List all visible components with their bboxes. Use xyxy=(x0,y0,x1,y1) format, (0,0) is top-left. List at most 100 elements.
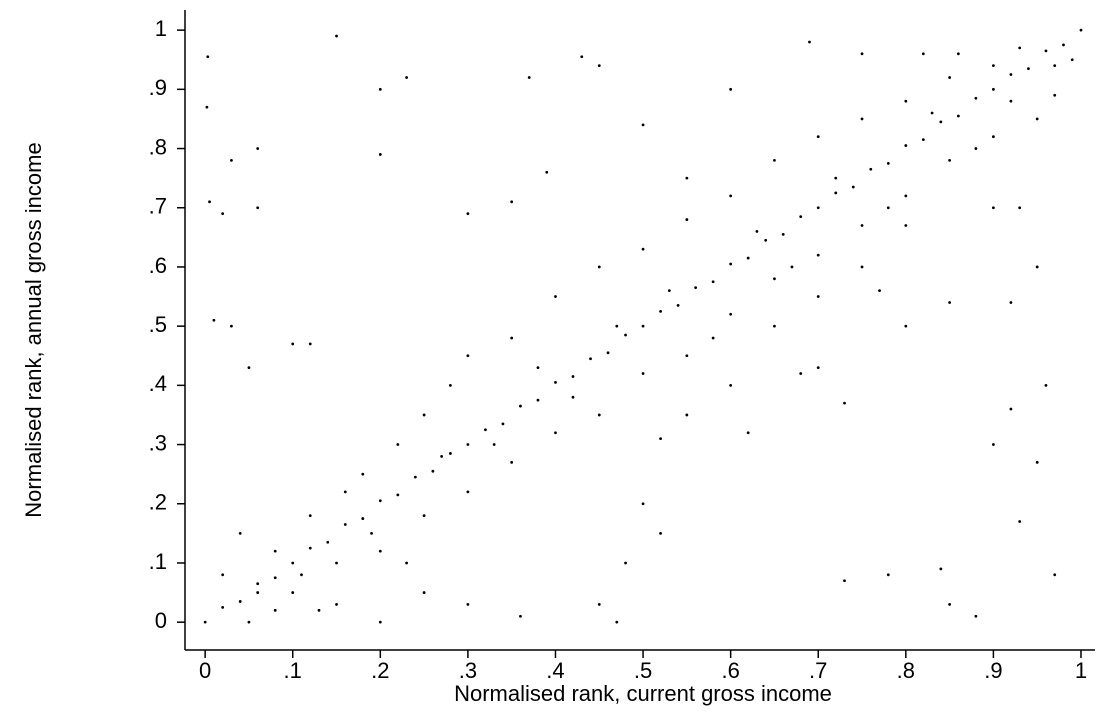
point xyxy=(729,262,733,266)
point xyxy=(641,324,645,328)
point xyxy=(834,176,838,180)
y-tick-label: .2 xyxy=(149,490,167,515)
point xyxy=(764,238,768,242)
point xyxy=(711,280,715,284)
x-axis-title: Normalised rank, current gross income xyxy=(454,681,832,706)
point xyxy=(939,120,943,124)
point xyxy=(808,40,811,44)
point xyxy=(799,372,803,375)
point xyxy=(308,546,312,550)
point xyxy=(378,153,382,156)
point xyxy=(755,230,759,233)
x-tick-label: 1 xyxy=(1075,658,1087,683)
point xyxy=(396,443,400,446)
x-tick-label: .3 xyxy=(459,658,477,683)
point xyxy=(992,64,995,68)
point xyxy=(273,549,277,553)
y-tick-label: .5 xyxy=(149,312,167,337)
point xyxy=(1062,43,1065,47)
point xyxy=(466,603,470,606)
point xyxy=(1044,383,1048,387)
point xyxy=(641,502,645,506)
point xyxy=(317,608,321,612)
point xyxy=(370,531,373,535)
point xyxy=(335,603,338,606)
point xyxy=(1035,117,1039,121)
point xyxy=(273,576,277,580)
point xyxy=(615,324,619,328)
point xyxy=(238,600,242,603)
point xyxy=(238,531,242,535)
point xyxy=(948,301,952,304)
point xyxy=(205,105,209,109)
point xyxy=(206,55,210,59)
point xyxy=(580,55,584,59)
point xyxy=(992,443,995,446)
point xyxy=(571,395,575,399)
point xyxy=(869,167,873,171)
point xyxy=(510,200,514,204)
point xyxy=(221,605,225,609)
point xyxy=(729,312,733,316)
x-tick-label: .6 xyxy=(721,658,739,683)
point xyxy=(641,123,645,127)
point xyxy=(273,608,277,612)
point xyxy=(378,620,382,624)
point xyxy=(886,573,890,577)
point xyxy=(930,111,934,115)
point xyxy=(921,52,925,56)
point xyxy=(597,413,601,417)
point xyxy=(860,52,864,56)
point xyxy=(1044,49,1048,53)
point xyxy=(326,540,330,544)
y-tick-label: .6 xyxy=(149,253,167,278)
point xyxy=(527,76,531,79)
point xyxy=(422,413,426,417)
point xyxy=(343,490,347,494)
point xyxy=(597,603,601,606)
point xyxy=(685,176,689,180)
point xyxy=(466,212,470,216)
y-tick-label: .7 xyxy=(149,194,167,219)
point xyxy=(308,514,312,518)
point xyxy=(834,191,838,195)
point xyxy=(729,194,733,198)
point xyxy=(230,158,233,162)
point xyxy=(1070,58,1074,62)
y-tick-label: .1 xyxy=(149,549,167,574)
point xyxy=(448,452,452,455)
y-tick-label: .3 xyxy=(149,430,167,455)
point xyxy=(1018,206,1022,210)
point xyxy=(519,614,522,618)
point xyxy=(247,620,251,624)
y-tick-label: 0 xyxy=(155,608,167,633)
point xyxy=(843,579,846,583)
point xyxy=(904,194,908,198)
point xyxy=(440,455,444,458)
point xyxy=(256,206,260,210)
point xyxy=(361,517,365,520)
y-tick-label: 1 xyxy=(155,16,167,41)
point xyxy=(948,603,952,606)
point xyxy=(659,437,662,441)
point xyxy=(659,531,662,535)
point xyxy=(685,218,689,221)
point xyxy=(729,87,733,91)
point xyxy=(843,401,846,405)
point xyxy=(1053,573,1057,577)
point xyxy=(615,620,619,624)
x-tick-label: .1 xyxy=(284,658,302,683)
point xyxy=(361,472,365,476)
point xyxy=(256,591,260,594)
point xyxy=(992,206,995,210)
point xyxy=(413,475,417,479)
y-axis-title: Normalised rank, annual gross income xyxy=(21,142,46,517)
point xyxy=(291,591,295,594)
point xyxy=(256,582,260,586)
point xyxy=(1053,93,1057,97)
point xyxy=(667,289,671,293)
point xyxy=(405,76,408,79)
point xyxy=(335,34,338,38)
point xyxy=(956,52,960,56)
point xyxy=(860,224,864,227)
